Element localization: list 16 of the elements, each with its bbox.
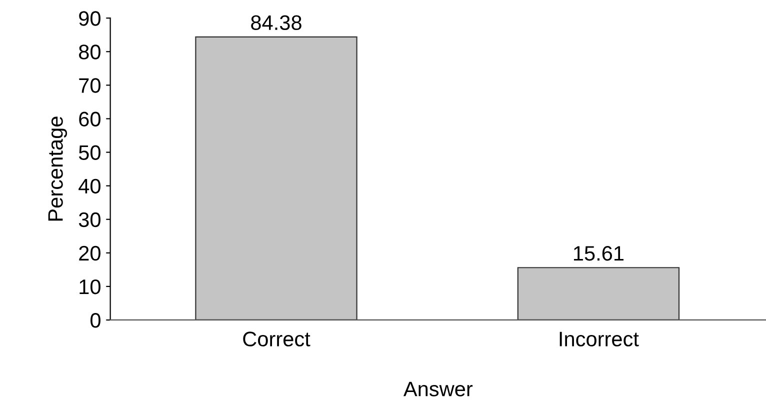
y-tick-label: 90 — [79, 11, 100, 26]
y-axis-title: Percentage — [48, 116, 67, 221]
y-tick-label: 40 — [78, 178, 100, 194]
y-tick-label: 30 — [78, 212, 100, 228]
y-tick-label: 70 — [79, 78, 100, 93]
y-tick-label: 20 — [79, 246, 100, 261]
y-tick-label: 60 — [79, 112, 100, 126]
y-tick-label: 0 — [90, 312, 100, 328]
x-axis-title: Answer — [403, 382, 473, 396]
x-tick-label: Incorrect — [560, 332, 639, 346]
data-label: 84.38 — [251, 15, 302, 30]
y-tick-label: 80 — [79, 44, 100, 60]
data-label: 15.61 — [574, 246, 624, 261]
x-tick-label: Correct — [243, 332, 310, 346]
y-tick-label: 10 — [80, 279, 100, 294]
y-tick-label: 50 — [78, 145, 100, 160]
